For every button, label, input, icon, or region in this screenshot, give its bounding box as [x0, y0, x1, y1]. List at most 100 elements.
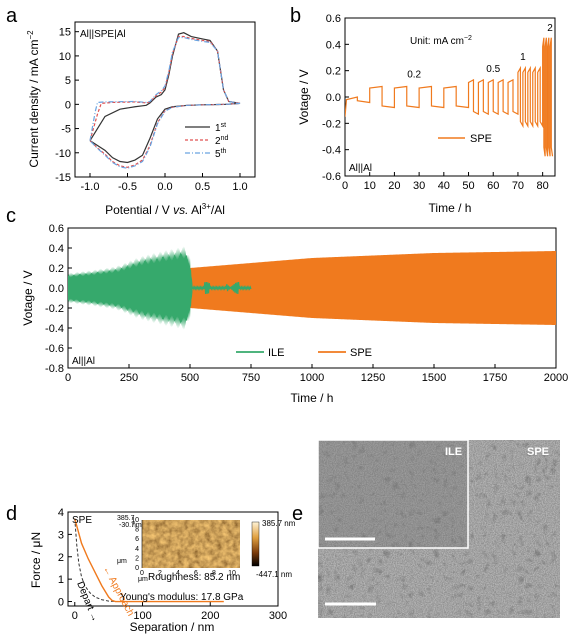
panel-a-cv-chart: -1.0 -0.5 0.0 0.5 1.0 -15 -10 -5 0 5 10 15 Al||SPE|…	[26, 21, 256, 217]
panel-b-series-SPE	[345, 37, 554, 157]
panel-b-ytick-label: 0.6	[326, 13, 341, 25]
panel-e-sem-image: ILE SPE	[317, 439, 560, 618]
panel-d-xtick-label: 0	[72, 610, 78, 622]
panel-d-modulus: Young's modulus: 17.8 GPa	[120, 592, 244, 603]
afm-colorbar-bottom: -447.1 nm	[256, 570, 292, 579]
panel-c-ylabel: Votage / V	[21, 270, 35, 325]
panel-d-xlabel: Separation / nm	[130, 620, 215, 634]
panel-b-xtick-label: 40	[438, 180, 450, 192]
panel-c-ytick-label: 0.2	[49, 263, 64, 275]
panel-c-ytick-label: 0.0	[49, 283, 64, 295]
panel-b-annotation: Al||Al	[349, 163, 372, 174]
panel-letter-a: a	[6, 5, 18, 27]
panel-d-ytick-label: 2	[58, 552, 64, 564]
panel-b-ytick-label: 0.2	[326, 66, 341, 78]
panel-c-series-ILE	[68, 246, 193, 330]
panel-c-xtick-label: 1750	[483, 372, 507, 384]
panel-c-series-ILE-tail	[191, 281, 252, 295]
afm-y-tick: 10	[131, 517, 139, 524]
afm-y-tick: 0	[135, 565, 139, 572]
panel-c-legend-label-spe: SPE	[350, 347, 372, 359]
panel-d-xtick-label: 100	[133, 610, 151, 622]
panel-d-frame	[67, 511, 279, 607]
panel-a-ylabel: Current density / mA cm−2	[26, 30, 41, 168]
panel-a-ytick-label: -10	[55, 148, 71, 160]
panel-b-rate-label: 0.5	[486, 64, 500, 75]
panel-a-legend-label: 1st	[215, 122, 226, 134]
afm-y-tick: 6	[135, 536, 139, 543]
panel-letter-c: c	[6, 205, 16, 227]
afm-x-tick: 6	[194, 570, 198, 577]
panel-c-xtick-label: 1250	[361, 372, 385, 384]
panel-a-ytick-label: -15	[55, 172, 71, 184]
panel-c-xtick-label: 750	[242, 372, 260, 384]
panel-b-xtick-label: 30	[413, 180, 425, 192]
panel-c-ytick-label: -0.6	[45, 343, 64, 355]
panel-a-series-5th	[89, 36, 241, 169]
afm-x-tick: 0	[140, 570, 144, 577]
panel-c-xtick-label: 0	[65, 372, 71, 384]
sem-ile-region	[318, 440, 468, 548]
panel-b-ylabel: Votage / V	[297, 69, 311, 124]
panel-a-xtick-label: -0.5	[118, 181, 137, 193]
panel-d-ytick-label: 3	[58, 529, 64, 541]
panel-a-xtick-label: 0.0	[157, 181, 172, 193]
afm-z-unit: nm	[132, 522, 142, 529]
panel-c-ytick-label: 0.4	[49, 243, 64, 255]
panel-c-ytick-label: -0.8	[45, 363, 64, 375]
panel-letter-b: b	[290, 5, 301, 27]
panel-letter-e: e	[292, 503, 303, 525]
panel-c-legend: ILE SPE	[236, 347, 372, 359]
sem-spe-label: SPE	[527, 446, 549, 458]
afm-x-tick: 4	[176, 570, 180, 577]
panel-letter-d: d	[6, 503, 17, 525]
panel-d-ylabel: Force / μN	[29, 532, 43, 588]
panel-b-xlabel: Time / h	[429, 201, 472, 215]
panel-c-ytick-label: -0.4	[45, 323, 64, 335]
panel-b-ytick-label: 0.4	[326, 39, 341, 51]
panel-a-xtick-label: 1.0	[232, 181, 247, 193]
panel-b-rate-label: 1	[520, 52, 526, 63]
panel-b-xtick-label: 50	[462, 180, 474, 192]
panel-c-xtick-label: 250	[120, 372, 138, 384]
panel-d-roughness: Roughness: 85.2 nm	[148, 572, 240, 583]
panel-a-ytick-label: 10	[59, 51, 71, 63]
panel-b-xtick-label: 80	[537, 180, 549, 192]
panel-d-ytick-label: 1	[58, 574, 64, 586]
panel-a-ytick-label: 5	[65, 75, 71, 87]
afm-z-bottom: -30.7	[119, 522, 135, 529]
afm-colorbar-top: 385.7 nm	[262, 519, 296, 528]
panel-c-xtick-label: 500	[181, 372, 199, 384]
afm-y-tick: 8	[135, 527, 139, 534]
afm-y-tick: 2	[135, 555, 139, 562]
panel-b-xtick-label: 10	[364, 180, 376, 192]
panel-a-ytick-label: 0	[65, 99, 71, 111]
panel-d-xtick-label: 200	[201, 610, 219, 622]
panel-a-xtick-label: -1.0	[81, 181, 100, 193]
panel-b-xtick-label: 60	[487, 180, 499, 192]
panel-b-rate-label: 0.2	[407, 69, 421, 80]
panel-c-xtick-label: 1500	[422, 372, 446, 384]
afm-x-tick: 2	[158, 570, 162, 577]
afm-x-tick: 10	[228, 570, 236, 577]
panel-b-ytick-label: -0.4	[322, 145, 341, 157]
panel-c-legend-label-ile: ILE	[268, 347, 285, 359]
panel-a-xtick-label: 0.5	[195, 181, 210, 193]
afm-x-unit: μm	[138, 576, 148, 583]
afm-colorbar	[251, 521, 260, 567]
afm-z-top: 385.7	[117, 515, 135, 522]
panel-c-cycling-chart: 0 250 500 750 1000 1250 1500 1750 2000 -0.8 -0.6 -0…	[21, 223, 568, 405]
panel-c-xtick-label: 1000	[300, 372, 324, 384]
panel-c-ytick-label: -0.2	[45, 303, 64, 315]
sem-ile-label: ILE	[445, 446, 462, 458]
panel-d-ytick-label: 0	[58, 597, 64, 609]
afm-x-tick: 8	[212, 570, 216, 577]
panel-a-ytick-label: 15	[59, 27, 71, 39]
panel-a-legend-label: 2nd	[215, 135, 228, 147]
afm-y-unit: μm	[117, 558, 127, 565]
panel-b-ytick-label: 0.0	[326, 92, 341, 104]
panel-b-unit: Unit: mA cm−2	[410, 35, 472, 47]
